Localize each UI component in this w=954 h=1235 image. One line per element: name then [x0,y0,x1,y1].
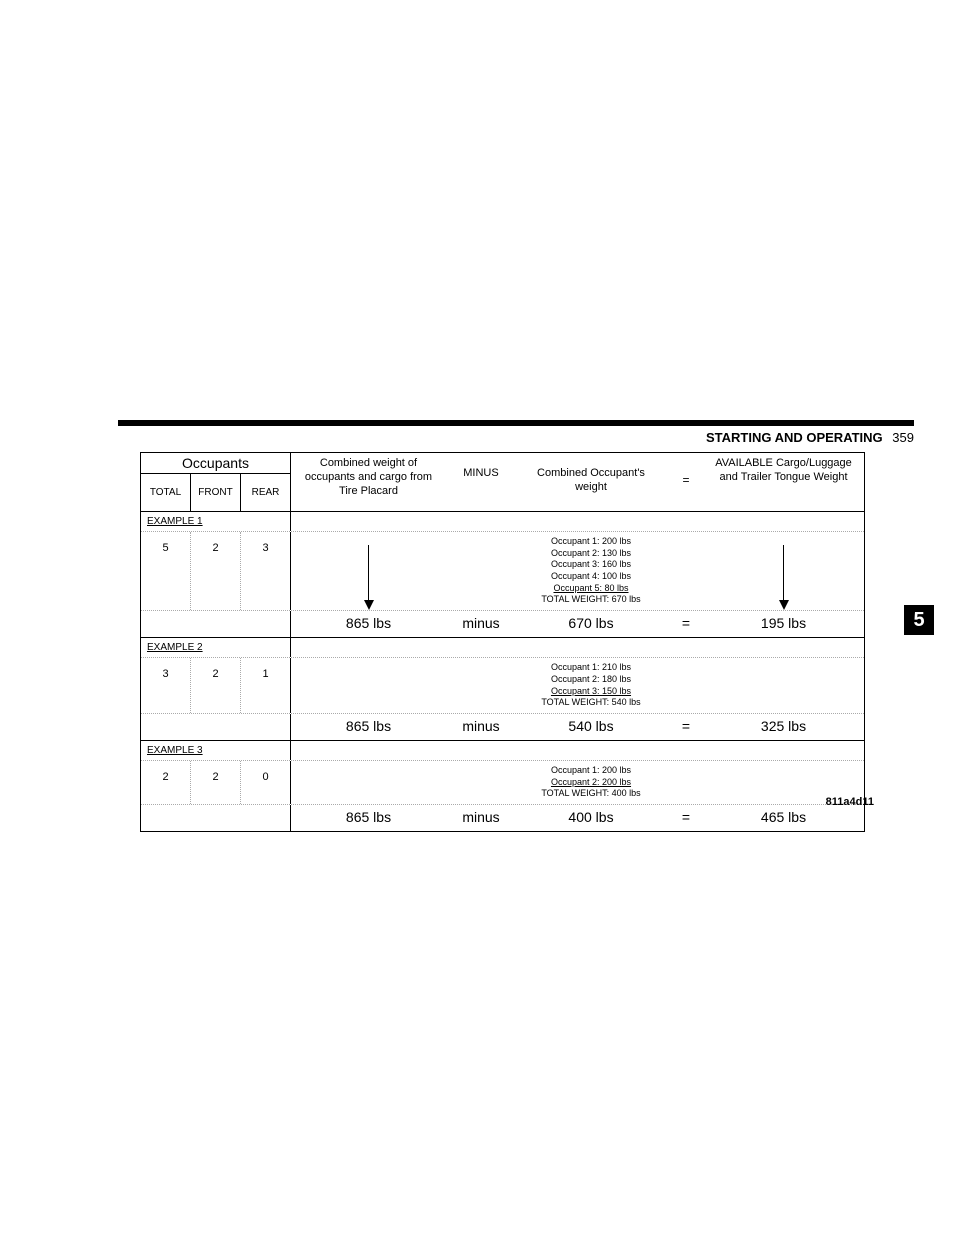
occ-rear: 0 [240,761,290,804]
occupants-counts: 2 2 0 [141,761,291,804]
minus-word: minus [446,805,516,831]
occupants-counts: 3 2 1 [141,658,291,713]
occupants-title: Occupants [141,453,290,474]
example-1: EXAMPLE 1 5 2 3 Occupant 1: 200 lbs Occu… [141,511,864,637]
placard-value: 865 lbs [291,714,446,740]
header-rule [118,420,914,426]
page-header: STARTING AND OPERATING 359 [118,420,914,445]
available-value: 325 lbs [706,714,861,740]
occ-front: 2 [190,658,240,713]
result-row: 865 lbs minus 540 lbs = 325 lbs [141,713,864,740]
occ-rear: 1 [240,658,290,713]
occupants-header: Occupants TOTAL FRONT REAR [141,453,291,511]
placard-value: 865 lbs [291,611,446,637]
example-label: EXAMPLE 1 [141,512,291,531]
available-arrow [706,532,861,610]
minus-word: minus [446,611,516,637]
load-capacity-figure: Occupants TOTAL FRONT REAR Combined weig… [140,452,865,832]
page-number: 359 [892,430,914,445]
available-header: AVAILABLE Cargo/Luggage and Trailer Tong… [706,453,861,511]
placard-arrow [291,532,446,610]
equals-header: = [666,453,706,511]
occupant-total: 670 lbs [516,611,666,637]
minus-header: MINUS [446,453,516,511]
figure-header-row: Occupants TOTAL FRONT REAR Combined weig… [141,453,864,511]
occupant-total: 400 lbs [516,805,666,831]
example-label: EXAMPLE 3 [141,741,291,760]
result-row: 865 lbs minus 670 lbs = 195 lbs [141,610,864,637]
col-rear: REAR [240,474,290,511]
occupant-weight-header: Combined Occupant's weight [516,453,666,511]
minus-word: minus [446,714,516,740]
example-3: EXAMPLE 3 2 2 0 Occupant 1: 200 lbs Occu… [141,740,864,831]
result-row: 865 lbs minus 400 lbs = 465 lbs [141,804,864,831]
placard-value: 865 lbs [291,805,446,831]
occupant-list: Occupant 1: 200 lbs Occupant 2: 130 lbs … [516,532,666,610]
section-heading: STARTING AND OPERATING 359 [118,430,914,445]
occ-front: 2 [190,761,240,804]
equals: = [666,611,706,637]
equals: = [666,714,706,740]
occupants-counts: 5 2 3 [141,532,291,610]
equals: = [666,805,706,831]
occ-rear: 3 [240,532,290,610]
occ-front: 2 [190,532,240,610]
figure-id: 811a4d11 [826,796,874,808]
available-value: 465 lbs [706,805,861,831]
placard-header: Combined weight of occupants and cargo f… [291,453,446,511]
occ-total: 3 [141,658,190,713]
section-title: STARTING AND OPERATING [706,430,883,445]
occupant-list: Occupant 1: 200 lbs Occupant 2: 200 lbs … [516,761,666,804]
col-front: FRONT [190,474,240,511]
section-thumb-tab: 5 [904,605,934,635]
example-2: EXAMPLE 2 3 2 1 Occupant 1: 210 lbs Occu… [141,637,864,740]
available-value: 195 lbs [706,611,861,637]
example-label: EXAMPLE 2 [141,638,291,657]
col-total: TOTAL [141,474,190,511]
occ-total: 5 [141,532,190,610]
occupant-list: Occupant 1: 210 lbs Occupant 2: 180 lbs … [516,658,666,713]
occupant-total: 540 lbs [516,714,666,740]
occ-total: 2 [141,761,190,804]
